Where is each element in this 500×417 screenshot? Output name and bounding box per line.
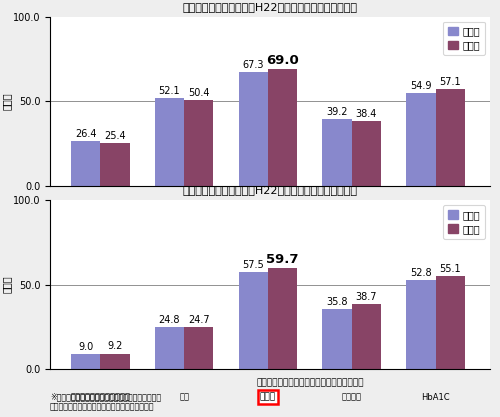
Text: 9.2: 9.2	[108, 342, 122, 352]
Bar	[238, 272, 268, 369]
Text: 59.7: 59.7	[266, 253, 299, 266]
Legend: 府全体, 高様市: 府全体, 高様市	[443, 205, 485, 239]
Bar	[406, 93, 436, 186]
Bar	[100, 354, 130, 369]
Text: 52.8: 52.8	[410, 268, 432, 278]
Text: 57.5: 57.5	[242, 260, 264, 270]
Bar	[71, 354, 101, 369]
Text: 38.4: 38.4	[356, 109, 377, 119]
Text: ※本グラフにおける有所見の集計基準は、保健指導
　レベル判定基準より算出し、服薬中の人も含む: ※本グラフにおける有所見の集計基準は、保健指導 レベル判定基準より算出し、服薬中…	[50, 392, 161, 412]
Y-axis label: （％）: （％）	[2, 92, 12, 110]
Text: 39.2: 39.2	[326, 107, 348, 117]
Text: メタボリックシンドローム: メタボリックシンドローム	[70, 209, 130, 218]
Text: 24.8: 24.8	[158, 315, 180, 325]
Text: （出典）大阪がん循環器病予防センター資料: （出典）大阪がん循環器病予防センター資料	[256, 379, 364, 388]
Bar	[184, 327, 214, 369]
Text: 38.7: 38.7	[356, 291, 377, 301]
Y-axis label: （％）: （％）	[2, 276, 12, 294]
Bar	[238, 72, 268, 186]
Bar	[322, 309, 352, 369]
Text: 25.4: 25.4	[104, 131, 126, 141]
Text: 中性脂肪: 中性脂肪	[342, 393, 361, 402]
Bar	[436, 276, 465, 369]
Text: HbA1C: HbA1C	[421, 393, 450, 402]
Bar	[268, 268, 297, 369]
Text: 高血圧: 高血圧	[260, 393, 276, 402]
Text: 9.0: 9.0	[78, 342, 93, 352]
Bar	[322, 119, 352, 186]
Text: 50.4: 50.4	[188, 88, 210, 98]
Text: 26.4: 26.4	[75, 129, 96, 139]
Text: 35.8: 35.8	[326, 296, 348, 306]
Text: 中性脂肪: 中性脂肪	[342, 209, 361, 218]
Text: 肥満: 肥満	[179, 209, 189, 218]
Text: メタボリックシンドローム: メタボリックシンドローム	[70, 393, 130, 402]
Legend: 府全体, 高様市: 府全体, 高様市	[443, 22, 485, 55]
Bar	[436, 89, 465, 186]
Title: 有所見者の割合　女性（H22年度特定健诊の結果より）: 有所見者の割合 女性（H22年度特定健诊の結果より）	[182, 185, 358, 195]
Bar	[184, 100, 214, 186]
Bar	[352, 121, 381, 186]
Bar	[71, 141, 101, 186]
Text: 24.7: 24.7	[188, 315, 210, 325]
Text: 52.1: 52.1	[158, 85, 180, 95]
Bar	[155, 327, 184, 369]
Text: 69.0: 69.0	[266, 54, 299, 67]
Text: 55.1: 55.1	[440, 264, 461, 274]
Bar	[155, 98, 184, 186]
Bar	[352, 304, 381, 369]
Text: 57.1: 57.1	[440, 77, 461, 87]
Bar	[268, 69, 297, 186]
Text: 高血圧: 高血圧	[260, 209, 276, 218]
Text: 54.9: 54.9	[410, 81, 432, 91]
Text: 67.3: 67.3	[242, 60, 264, 70]
Bar	[406, 280, 436, 369]
Bar	[100, 143, 130, 186]
Text: HbA1C: HbA1C	[421, 209, 450, 218]
Text: 肥満: 肥満	[179, 393, 189, 402]
Title: 有所見者の割合　男性（H22年度特定健诊の結果より）: 有所見者の割合 男性（H22年度特定健诊の結果より）	[182, 2, 358, 12]
